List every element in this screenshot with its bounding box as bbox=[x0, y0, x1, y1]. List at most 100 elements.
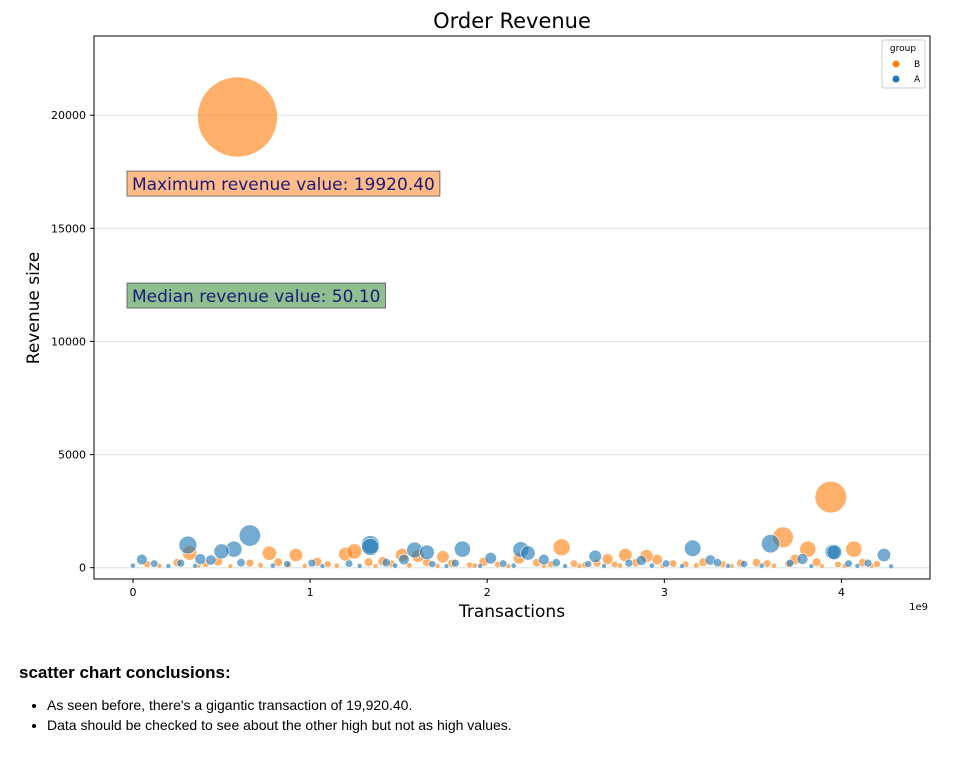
legend-entry-label: A bbox=[914, 75, 921, 85]
scatter-point-A bbox=[624, 558, 634, 568]
scatter-point-B bbox=[693, 562, 700, 569]
scatter-point-A bbox=[484, 552, 497, 565]
scatter-point-A bbox=[551, 558, 561, 568]
scatter-point-B bbox=[288, 548, 303, 563]
legend-marker bbox=[892, 75, 900, 83]
scatter-point-A bbox=[307, 558, 317, 568]
annotations: Maximum revenue value: 19920.40 Median re… bbox=[126, 170, 441, 309]
scatter-point-A bbox=[712, 558, 722, 568]
legend: group BA bbox=[881, 39, 926, 89]
scatter-point-B bbox=[466, 561, 473, 569]
scatter-point-A bbox=[562, 563, 568, 569]
scatter-point-A bbox=[520, 545, 536, 561]
scatter-point-B bbox=[245, 558, 255, 568]
scatter-point-A bbox=[808, 563, 815, 569]
scatter-point-B bbox=[333, 562, 340, 569]
x-offset-text: 1e9 bbox=[909, 602, 928, 613]
scatter-point-A bbox=[588, 549, 602, 564]
annotation-background bbox=[126, 170, 441, 197]
x-tick-label: 2 bbox=[484, 586, 491, 599]
data-points bbox=[129, 76, 894, 570]
scatter-point-B bbox=[845, 540, 863, 558]
scatter-point-A bbox=[428, 560, 437, 568]
scatter-point-A bbox=[192, 563, 198, 569]
scatter-point-B bbox=[273, 557, 283, 567]
annotation-text: Median revenue value: 50.10 bbox=[132, 287, 380, 307]
y-tick-label: 10000 bbox=[51, 335, 86, 348]
scatter-point-A bbox=[584, 560, 593, 568]
scatter-point-A bbox=[796, 553, 809, 565]
y-ticks: 0 5000 10000 15000 20000 bbox=[51, 109, 94, 575]
scatter-point-A bbox=[361, 537, 380, 556]
scatter-point-A bbox=[635, 555, 647, 566]
scatter-point-A bbox=[499, 559, 508, 568]
scatter-point-B bbox=[257, 562, 264, 569]
x-tick-label: 0 bbox=[129, 586, 136, 599]
scatter-point-B bbox=[669, 559, 678, 568]
x-ticks: 0 1 2 3 4 bbox=[129, 579, 845, 599]
x-tick-label: 1 bbox=[307, 586, 314, 599]
scatter-point-A bbox=[844, 559, 853, 568]
scatter-point-B bbox=[372, 563, 379, 569]
legend-entry-label: B bbox=[914, 60, 920, 70]
scatter-point-A bbox=[236, 558, 246, 568]
scatter-point-B bbox=[751, 558, 761, 568]
scatter-point-A bbox=[854, 563, 861, 569]
scatter-point-A bbox=[150, 559, 159, 568]
conclusion-item: As seen before, there's a gigantic trans… bbox=[47, 695, 949, 715]
scatter-point-B bbox=[601, 553, 614, 565]
scatter-point-A bbox=[684, 539, 702, 557]
scatter-point-A bbox=[419, 544, 435, 560]
annotation-background bbox=[126, 282, 386, 309]
plot-frame bbox=[93, 35, 931, 580]
scatter-point-A bbox=[398, 553, 410, 566]
scatter-point-B bbox=[301, 563, 308, 569]
scatter-point-B bbox=[811, 557, 822, 567]
scatter-point-A bbox=[785, 558, 795, 568]
scatter-point-A bbox=[176, 558, 186, 568]
scatter-point-A bbox=[344, 559, 354, 568]
scatter-point-A bbox=[679, 563, 685, 569]
scatter-point-A bbox=[661, 559, 671, 568]
scatter-point-B bbox=[261, 545, 277, 561]
scatter-point-A bbox=[443, 563, 450, 569]
scatter-point-A bbox=[178, 535, 198, 555]
y-axis-label: Revenue size bbox=[24, 252, 44, 364]
scatter-point-B bbox=[471, 562, 478, 569]
scatter-chart: Order Revenue 0 5000 10000 15000 20000 0 1 2 3 4… bbox=[24, 9, 931, 622]
scatter-point-B bbox=[227, 563, 234, 569]
scatter-point-B bbox=[834, 560, 842, 569]
scatter-point-B bbox=[617, 562, 624, 569]
scatter-point-B bbox=[406, 562, 413, 569]
scatter-point-A bbox=[888, 563, 894, 570]
legend-marker bbox=[892, 60, 900, 68]
scatter-point-A bbox=[451, 558, 460, 568]
y-tick-label: 0 bbox=[79, 562, 86, 575]
scatter-point-B bbox=[197, 76, 278, 158]
legend-frame bbox=[881, 39, 926, 89]
scatter-point-A bbox=[758, 562, 765, 569]
annotation-text: Maximum revenue value: 19920.40 bbox=[132, 175, 435, 195]
scatter-point-A bbox=[648, 562, 655, 569]
scatter-point-A bbox=[392, 562, 399, 569]
y-tick-label: 20000 bbox=[51, 109, 86, 122]
x-tick-label: 4 bbox=[838, 586, 845, 599]
scatter-point-B bbox=[346, 543, 363, 560]
scatter-point-B bbox=[552, 538, 571, 557]
scatter-point-A bbox=[538, 553, 550, 566]
scatter-point-A bbox=[826, 544, 843, 560]
scatter-point-A bbox=[319, 563, 326, 569]
scatter-point-A bbox=[601, 563, 607, 569]
scatter-point-B bbox=[814, 480, 847, 514]
scatter-point-A bbox=[238, 524, 261, 547]
y-tick-label: 15000 bbox=[51, 222, 86, 235]
scatter-point-A bbox=[477, 563, 483, 569]
scatter-point-B bbox=[363, 557, 374, 567]
scatter-point-A bbox=[740, 560, 748, 568]
scatter-point-A bbox=[725, 563, 731, 569]
scatter-point-A bbox=[863, 558, 873, 568]
annotation-box: Median revenue value: 50.10 bbox=[126, 282, 386, 309]
scatter-point-B bbox=[576, 563, 583, 569]
scatter-point-B bbox=[611, 560, 619, 569]
scatter-point-A bbox=[761, 534, 781, 554]
